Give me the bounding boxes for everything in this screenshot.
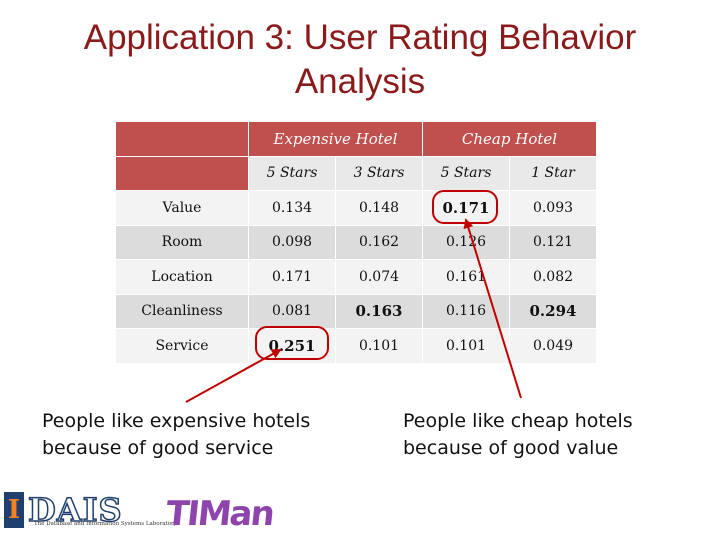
table-cell: 0.161 (422, 259, 510, 295)
table-cell: 0.082 (509, 259, 597, 295)
table-cell: 0.148 (335, 190, 423, 226)
row-label: Cleanliness (115, 293, 249, 329)
group-header-cheap: Cheap Hotel (422, 121, 597, 157)
row-label: Room (115, 224, 249, 260)
table-cell: 0.134 (248, 190, 336, 226)
callout-expensive-line-1: People like expensive hotels (42, 410, 311, 432)
table-row: Cleanliness 0.081 0.163 0.116 0.294 (115, 293, 597, 329)
subheader-cell: 5 Stars (248, 155, 336, 191)
table-cell: 0.049 (509, 328, 597, 364)
table-row: Value 0.134 0.148 0.171 0.093 (115, 190, 597, 226)
slide-title: Application 3: User Rating Behavior Anal… (0, 16, 720, 104)
highlight-circle-cheap-value (432, 190, 498, 224)
timan-logo: TIMan (163, 494, 275, 534)
table-cell: 0.098 (248, 224, 336, 260)
subheader-cell: 3 Stars (335, 155, 423, 191)
group-header-expensive: Expensive Hotel (248, 121, 423, 157)
title-line-2: Analysis (294, 62, 426, 101)
table-cell: 0.171 (248, 259, 336, 295)
table-cell: 0.101 (335, 328, 423, 364)
table-cell: 0.074 (335, 259, 423, 295)
table-cell: 0.081 (248, 293, 336, 329)
callout-expensive-line-2: because of good service (42, 437, 274, 459)
footer-logos: I DAIS The Database and Information Syst… (0, 488, 275, 540)
dais-logo-subtitle: The Database and Information Systems Lab… (34, 521, 177, 527)
table-cell: 0.116 (422, 293, 510, 329)
corner-cell (115, 121, 249, 157)
table-cell-bold: 0.163 (335, 293, 423, 329)
callout-cheap-line-1: People like cheap hotels (403, 410, 633, 432)
subheader-cell: 5 Stars (422, 155, 510, 191)
subheader-cell: 1 Star (509, 155, 597, 191)
row-label: Service (115, 328, 249, 364)
table-cell: 0.162 (335, 224, 423, 260)
callout-expensive: People like expensive hotels because of … (42, 408, 310, 462)
callout-cheap: People like cheap hotels because of good… (403, 408, 633, 462)
illinois-logo-icon: I (4, 492, 24, 528)
row-label: Value (115, 190, 249, 226)
dais-logo: DAIS (27, 491, 123, 529)
row-label: Location (115, 259, 249, 295)
group-header-row: Expensive Hotel Cheap Hotel (115, 121, 597, 157)
subheader-corner-cell (115, 155, 249, 191)
table-cell: 0.101 (422, 328, 510, 364)
table-row: Room 0.098 0.162 0.126 0.121 (115, 224, 597, 260)
subheader-row: 5 Stars 3 Stars 5 Stars 1 Star (115, 155, 597, 191)
table-cell: 0.093 (509, 190, 597, 226)
table-row: Location 0.171 0.074 0.161 0.082 (115, 259, 597, 295)
table-cell-bold: 0.294 (509, 293, 597, 329)
table-row: Service 0.251 0.101 0.101 0.049 (115, 328, 597, 364)
callout-cheap-line-2: because of good value (403, 437, 619, 459)
highlight-circle-expensive-service (255, 326, 329, 360)
rating-table: Expensive Hotel Cheap Hotel 5 Stars 3 St… (115, 121, 597, 364)
table-cell: 0.121 (509, 224, 597, 260)
title-line-1: Application 3: User Rating Behavior (83, 18, 637, 57)
table-cell: 0.126 (422, 224, 510, 260)
